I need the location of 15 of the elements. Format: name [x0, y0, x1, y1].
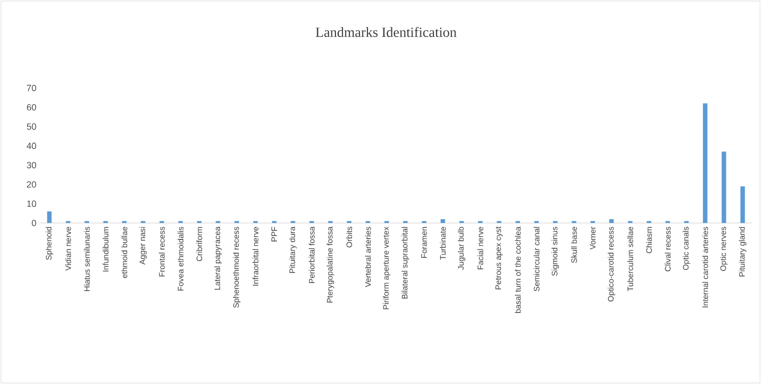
bar	[609, 219, 614, 223]
bar	[47, 211, 52, 223]
y-tick-label: 10	[27, 200, 36, 207]
bar	[740, 186, 745, 223]
bar	[440, 219, 446, 223]
y-tick-label: 20	[26, 181, 36, 188]
bar	[702, 103, 708, 223]
y-tick-label: 70	[26, 84, 36, 92]
chart-title: Landmarks Identification	[316, 27, 456, 37]
y-tick-label: 30	[26, 162, 36, 168]
y-tick-label: 0	[32, 220, 36, 226]
y-tick-label: 40	[26, 142, 36, 150]
y-tick-label: 60	[26, 104, 36, 110]
bar	[722, 152, 726, 223]
y-tick-label: 50	[26, 123, 36, 130]
